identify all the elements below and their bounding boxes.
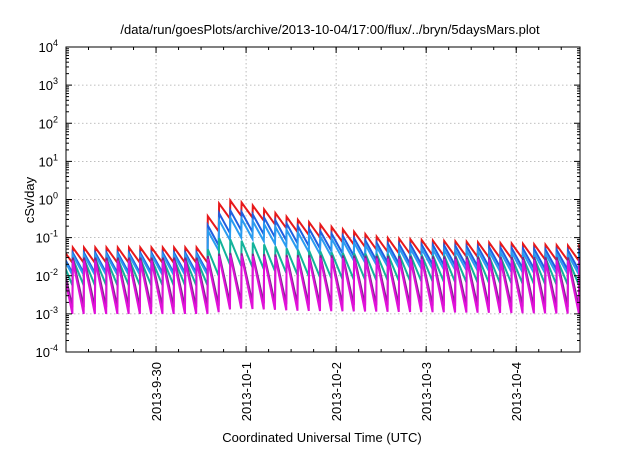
y-tick-label: 104 [39,38,58,55]
y-tick-label: 102 [39,114,58,131]
x-tick-label: 2013-10-3 [419,362,434,421]
series-line [66,255,580,315]
y-tick-label: 100 [39,191,58,208]
chart-title: /data/run/goesPlots/archive/2013-10-04/1… [120,22,540,37]
y-tick-layer: 10-4 10-3 10-2 10-1 100 101 102 103 104 [36,38,580,360]
x-tick-label: 2013-10-4 [509,362,524,421]
y-tick-label: 10-3 [36,305,58,322]
grid-layer [66,47,580,352]
y-tick-label: 101 [39,152,58,169]
x-tick-layer: 2013-9-30 2013-10-1 2013-10-2 2013-10-3 2013… [65,47,562,421]
y-tick-label: 10-4 [36,343,58,360]
y-axis-label: cSv/day [22,176,37,223]
x-tick-label: 2013-9-30 [149,362,164,421]
y-tick-label: 103 [39,76,58,93]
x-axis-label: Coordinated Universal Time (UTC) [222,430,421,445]
y-tick-label: 10-1 [36,229,58,246]
series-layer [66,197,580,315]
x-tick-label: 2013-10-2 [329,362,344,421]
y-tick-label: 10-2 [36,267,58,284]
x-tick-label: 2013-10-1 [239,362,254,421]
